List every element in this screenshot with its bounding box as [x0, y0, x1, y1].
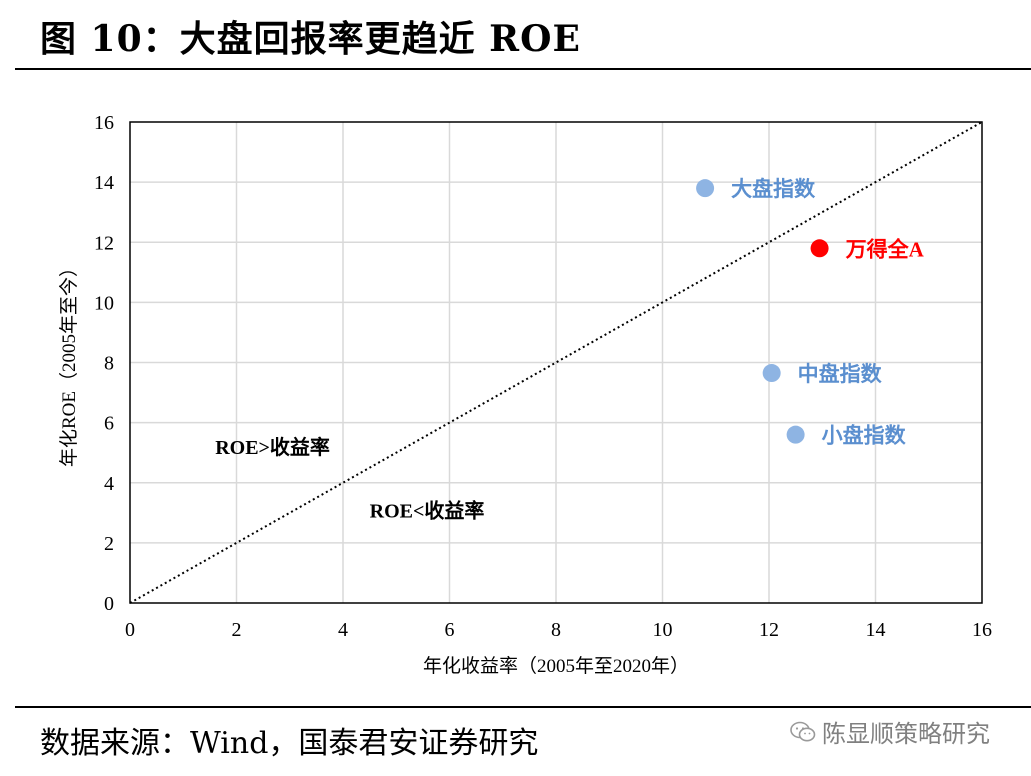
data-point-label: 大盘指数: [731, 177, 816, 201]
plot-frame: [129, 121, 983, 604]
page-title: 图 10：大盘回报率更趋近 ROE: [40, 18, 581, 60]
annotations: ROE>收益率 ROE<收益率: [215, 435, 484, 522]
region-annotation: ROE<收益率: [370, 498, 485, 522]
data-point: [762, 364, 781, 383]
y-tick-label: 14: [94, 172, 114, 194]
data-source-note: 数据来源：Wind，国泰君安证券研究: [40, 726, 539, 761]
x-tick-label: 14: [866, 619, 886, 641]
region-annotation: ROE>收益率: [215, 435, 330, 459]
y-tick-label: 4: [104, 473, 114, 495]
y-tick-label: 12: [94, 232, 114, 254]
y-axis-ticks: 0 2 4 6 8 10 12 14 16: [94, 112, 114, 615]
y-tick-label: 6: [104, 413, 114, 435]
x-tick-label: 12: [759, 619, 779, 641]
y-tick-label: 0: [104, 593, 114, 615]
data-point: [810, 239, 829, 258]
watermark: 陈显顺策略研究: [790, 714, 990, 749]
y-axis-label: 年化ROE（2005年至今）: [58, 258, 80, 467]
y-tick-label: 2: [104, 533, 114, 555]
reference-diagonal-line: [129, 121, 983, 604]
x-tick-label: 0: [125, 619, 135, 641]
y-tick-label: 10: [94, 292, 114, 314]
x-tick-label: 4: [338, 619, 348, 641]
y-tick-label: 8: [104, 353, 114, 375]
data-point: [786, 425, 805, 444]
y-tick-label: 16: [94, 112, 114, 134]
x-tick-label: 6: [445, 619, 455, 641]
wechat-icon: [790, 721, 816, 741]
watermark-text: 陈显顺策略研究: [822, 720, 990, 748]
x-tick-label: 8: [551, 619, 561, 641]
data-point: [696, 179, 715, 198]
footer-divider: [15, 706, 1031, 708]
title-divider: [15, 68, 1031, 70]
data-point-label: 万得全A: [845, 237, 925, 261]
data-point-label: 中盘指数: [798, 362, 883, 386]
x-tick-label: 16: [972, 619, 992, 641]
data-point-label: 小盘指数: [822, 424, 907, 448]
x-axis-label: 年化收益率（2005年至2020年）: [423, 655, 689, 677]
x-tick-label: 10: [653, 619, 673, 641]
x-tick-label: 2: [232, 619, 242, 641]
x-axis-ticks: 0 2 4 6 8 10 12 14 16: [125, 619, 992, 641]
grid-lines: [130, 122, 982, 603]
